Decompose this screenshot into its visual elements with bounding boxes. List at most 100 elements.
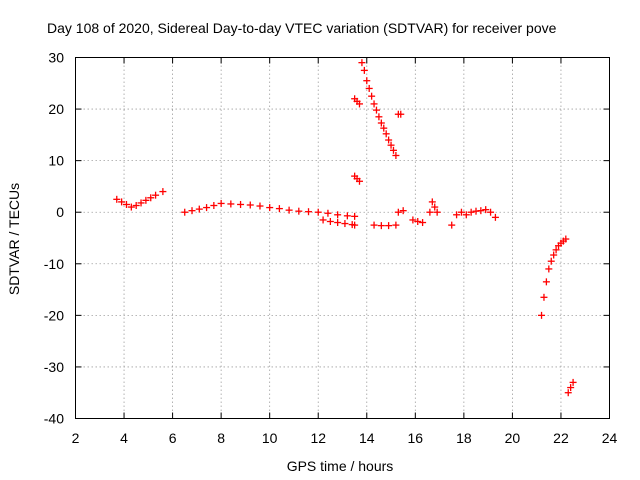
data-point: [275, 205, 283, 213]
data-point: [210, 202, 218, 210]
data-point: [372, 106, 380, 114]
data-point: [453, 211, 461, 219]
x-tick-labels: 2 4 6 8 10 12 14 16 18 20 22 24: [72, 430, 618, 446]
data-point: [122, 200, 130, 208]
data-point: [147, 194, 155, 202]
y-tick-label: 30: [48, 50, 64, 66]
x-tick-label: 18: [456, 430, 472, 446]
data-point: [545, 265, 553, 273]
data-point: [462, 211, 470, 219]
series-arc-5: [351, 172, 363, 185]
data-point: [487, 208, 495, 216]
data-point: [392, 221, 400, 229]
y-tick-label: -10: [44, 256, 64, 272]
data-point: [387, 141, 395, 149]
data-point: [188, 207, 196, 215]
x-tick-label: 14: [359, 430, 375, 446]
series-arc-11: [426, 198, 441, 216]
data-point: [564, 389, 572, 397]
data-point: [256, 202, 264, 210]
data-point: [132, 202, 140, 210]
data-point: [370, 221, 378, 229]
data-point: [113, 195, 121, 203]
grid-lines: [75, 57, 610, 419]
data-point: [351, 212, 359, 220]
data-point: [334, 211, 342, 219]
data-point: [305, 208, 313, 216]
data-point: [370, 100, 378, 108]
series-arc-8: [370, 221, 400, 230]
data-point: [389, 146, 397, 154]
data-point: [195, 205, 203, 213]
data-point: [203, 204, 211, 212]
data-point: [118, 198, 126, 206]
data-point: [377, 119, 385, 127]
data-point: [399, 207, 407, 215]
data-point: [246, 201, 254, 209]
x-tick-label: 16: [408, 430, 424, 446]
data-point: [355, 177, 363, 185]
data-point: [363, 77, 371, 85]
data-points: [113, 59, 577, 397]
y-tick-labels: -40 -30 -20 -10 0 10 20 30: [44, 50, 64, 427]
data-point: [562, 235, 570, 243]
x-tick-label: 2: [72, 430, 80, 446]
data-point: [343, 212, 351, 220]
series-arc-1: [113, 188, 167, 211]
y-tick-label: -20: [44, 307, 64, 323]
series-arc-13: [538, 235, 570, 319]
data-point: [542, 278, 550, 286]
data-point: [385, 136, 393, 144]
data-point: [394, 208, 402, 216]
series-arc-6: [358, 59, 400, 159]
data-point: [351, 221, 359, 229]
series-arc-2: [181, 199, 359, 220]
data-point: [377, 222, 385, 230]
data-point: [285, 206, 293, 214]
series-arc-3: [319, 216, 359, 229]
data-point: [569, 378, 577, 386]
data-point: [217, 199, 225, 207]
y-tick-label: -40: [44, 411, 64, 427]
data-point: [360, 66, 368, 74]
data-point: [324, 209, 332, 217]
x-tick-label: 6: [169, 430, 177, 446]
y-tick-label: 0: [56, 204, 64, 220]
data-point: [491, 213, 499, 221]
data-point: [414, 217, 422, 225]
data-point: [137, 199, 145, 207]
data-point: [181, 208, 189, 216]
series-arc-7: [394, 110, 405, 118]
plot-frame: [75, 57, 610, 419]
y-axis-label: SDTVAR / TECUs: [6, 183, 22, 295]
series-arc-4: [351, 95, 363, 108]
data-point: [319, 216, 327, 224]
data-point: [326, 217, 334, 225]
series-arc-9: [394, 207, 407, 216]
data-point: [433, 208, 441, 216]
data-point: [227, 200, 235, 208]
data-point: [266, 204, 274, 212]
data-point: [392, 151, 400, 159]
data-point: [152, 191, 160, 199]
data-point: [314, 208, 322, 216]
data-point: [295, 207, 303, 215]
data-point: [547, 257, 555, 265]
x-tick-label: 20: [505, 430, 521, 446]
data-point: [567, 384, 575, 392]
data-point: [355, 100, 363, 108]
data-point: [431, 203, 439, 211]
y-tick-label: 10: [48, 153, 64, 169]
data-point: [419, 219, 427, 227]
data-point: [428, 198, 436, 206]
x-tick-label: 10: [262, 430, 278, 446]
data-point: [552, 246, 560, 254]
series-arc-12: [448, 206, 499, 229]
data-point: [334, 219, 342, 227]
x-tick-label: 12: [310, 430, 326, 446]
chart-title: Day 108 of 2020, Sidereal Day-to-day VTE…: [47, 20, 557, 36]
data-point: [382, 130, 390, 138]
data-point: [142, 196, 150, 204]
data-point: [159, 188, 167, 196]
